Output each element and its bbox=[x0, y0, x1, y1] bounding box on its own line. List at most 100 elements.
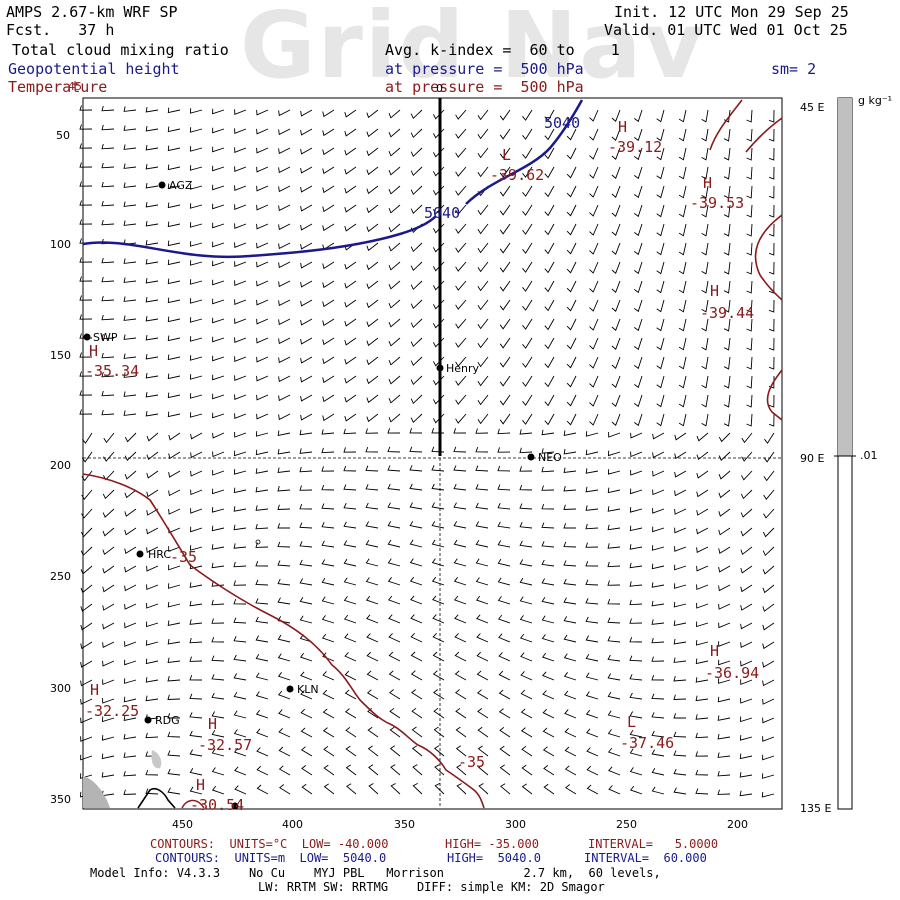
wind-barb bbox=[409, 446, 423, 453]
model-info: Model Info: V4.3.3 No Cu MYJ PBL Morriso… bbox=[90, 866, 661, 880]
temperature-contour bbox=[709, 99, 743, 151]
wind-barb bbox=[146, 602, 159, 609]
station-kln[interactable]: KLN bbox=[286, 683, 319, 696]
wind-barb bbox=[542, 671, 555, 681]
wind-barb bbox=[455, 689, 467, 700]
wind-barb bbox=[762, 622, 775, 631]
wind-barb bbox=[322, 223, 335, 232]
wind-barb bbox=[189, 619, 203, 625]
wind-barb bbox=[607, 580, 621, 586]
wind-barb bbox=[585, 672, 599, 681]
wind-barb bbox=[101, 257, 115, 264]
wind-barb bbox=[739, 753, 753, 760]
wind-barb bbox=[477, 204, 489, 216]
wind-barb bbox=[190, 508, 203, 514]
wind-barb bbox=[475, 577, 489, 586]
wind-barb bbox=[345, 745, 357, 757]
wind-barb bbox=[656, 299, 665, 313]
station-agz[interactable]: AGZ bbox=[158, 179, 193, 192]
wind-barb bbox=[123, 258, 137, 264]
wind-barb bbox=[278, 356, 291, 364]
wind-barb bbox=[300, 147, 313, 155]
wind-barb bbox=[322, 671, 335, 681]
wind-barb bbox=[746, 128, 753, 142]
model-title: AMPS 2.67-km WRF SP bbox=[6, 3, 178, 21]
wind-barb bbox=[167, 278, 181, 285]
wind-barb bbox=[701, 185, 709, 199]
wind-barb bbox=[566, 223, 577, 236]
wind-barb bbox=[255, 598, 269, 605]
wind-barb bbox=[299, 559, 313, 567]
wind-barb bbox=[255, 579, 269, 586]
wind-barb bbox=[541, 448, 555, 454]
wind-barb bbox=[167, 768, 181, 776]
wind-barb bbox=[388, 128, 401, 138]
station-neo[interactable]: NEO bbox=[527, 451, 563, 464]
wind-barb bbox=[543, 765, 555, 776]
wind-barb bbox=[431, 465, 445, 472]
meridian-label: 90 E bbox=[800, 452, 824, 465]
wind-barb bbox=[409, 502, 423, 510]
wind-barb bbox=[409, 483, 423, 491]
wind-barb bbox=[634, 128, 643, 142]
wind-barb bbox=[124, 584, 137, 592]
wind-barb bbox=[477, 166, 489, 178]
wind-barb bbox=[477, 726, 489, 738]
wind-barb bbox=[701, 413, 709, 427]
wind-barb bbox=[768, 147, 775, 161]
wind-barb bbox=[740, 716, 753, 723]
wind-barb bbox=[256, 375, 269, 382]
wind-barb bbox=[723, 185, 731, 199]
wind-barb bbox=[234, 785, 247, 795]
wind-barb bbox=[300, 356, 313, 364]
wind-barb bbox=[278, 280, 291, 288]
wind-barb bbox=[522, 299, 533, 311]
wind-barb bbox=[544, 375, 555, 388]
wind-barb bbox=[674, 432, 687, 441]
wind-barb bbox=[410, 337, 423, 348]
wind-barb bbox=[453, 521, 467, 529]
wind-barb bbox=[300, 109, 313, 117]
wind-barb bbox=[212, 451, 225, 458]
wind-barb bbox=[256, 261, 269, 268]
wind-barb bbox=[476, 689, 489, 700]
wind-barb bbox=[389, 726, 401, 738]
wind-barb bbox=[79, 371, 93, 377]
wind-barb bbox=[678, 185, 687, 199]
wind-barb bbox=[589, 394, 599, 407]
meridian-label: 135 E bbox=[800, 802, 831, 815]
wind-barb bbox=[278, 375, 291, 383]
wind-barb bbox=[300, 280, 313, 288]
wind-barb bbox=[301, 765, 313, 776]
wind-barb bbox=[212, 279, 225, 286]
wind-barb bbox=[190, 489, 203, 496]
wind-barb bbox=[566, 375, 577, 388]
wind-barb bbox=[522, 375, 533, 387]
wind-barb bbox=[299, 429, 313, 436]
wind-barb bbox=[80, 736, 93, 742]
wind-barb bbox=[190, 526, 203, 533]
wind-barb bbox=[611, 261, 621, 274]
station-swp[interactable]: SWP bbox=[83, 331, 118, 344]
wind-barb bbox=[145, 695, 159, 702]
svg-text:Henry: Henry bbox=[446, 362, 480, 375]
wind-barb bbox=[167, 240, 181, 247]
wind-barb bbox=[167, 107, 181, 114]
station-rdg[interactable]: RDG bbox=[144, 714, 180, 727]
wind-barb bbox=[652, 489, 665, 496]
wind-barb bbox=[256, 765, 269, 776]
wind-barb bbox=[256, 128, 269, 135]
wind-barb bbox=[189, 336, 203, 342]
wind-barb bbox=[678, 337, 687, 351]
wind-barb bbox=[123, 752, 137, 758]
wind-barb bbox=[212, 184, 225, 191]
station-henry[interactable]: Henry bbox=[436, 362, 480, 375]
wind-barb bbox=[388, 261, 401, 271]
y-tick-label: 250 bbox=[50, 570, 71, 583]
wind-barb bbox=[167, 145, 181, 152]
wind-barb bbox=[566, 204, 577, 217]
wind-barb bbox=[651, 693, 665, 700]
wind-barb bbox=[477, 356, 489, 368]
station-hrc[interactable]: HRC bbox=[136, 548, 172, 561]
wind-barb bbox=[634, 356, 643, 370]
